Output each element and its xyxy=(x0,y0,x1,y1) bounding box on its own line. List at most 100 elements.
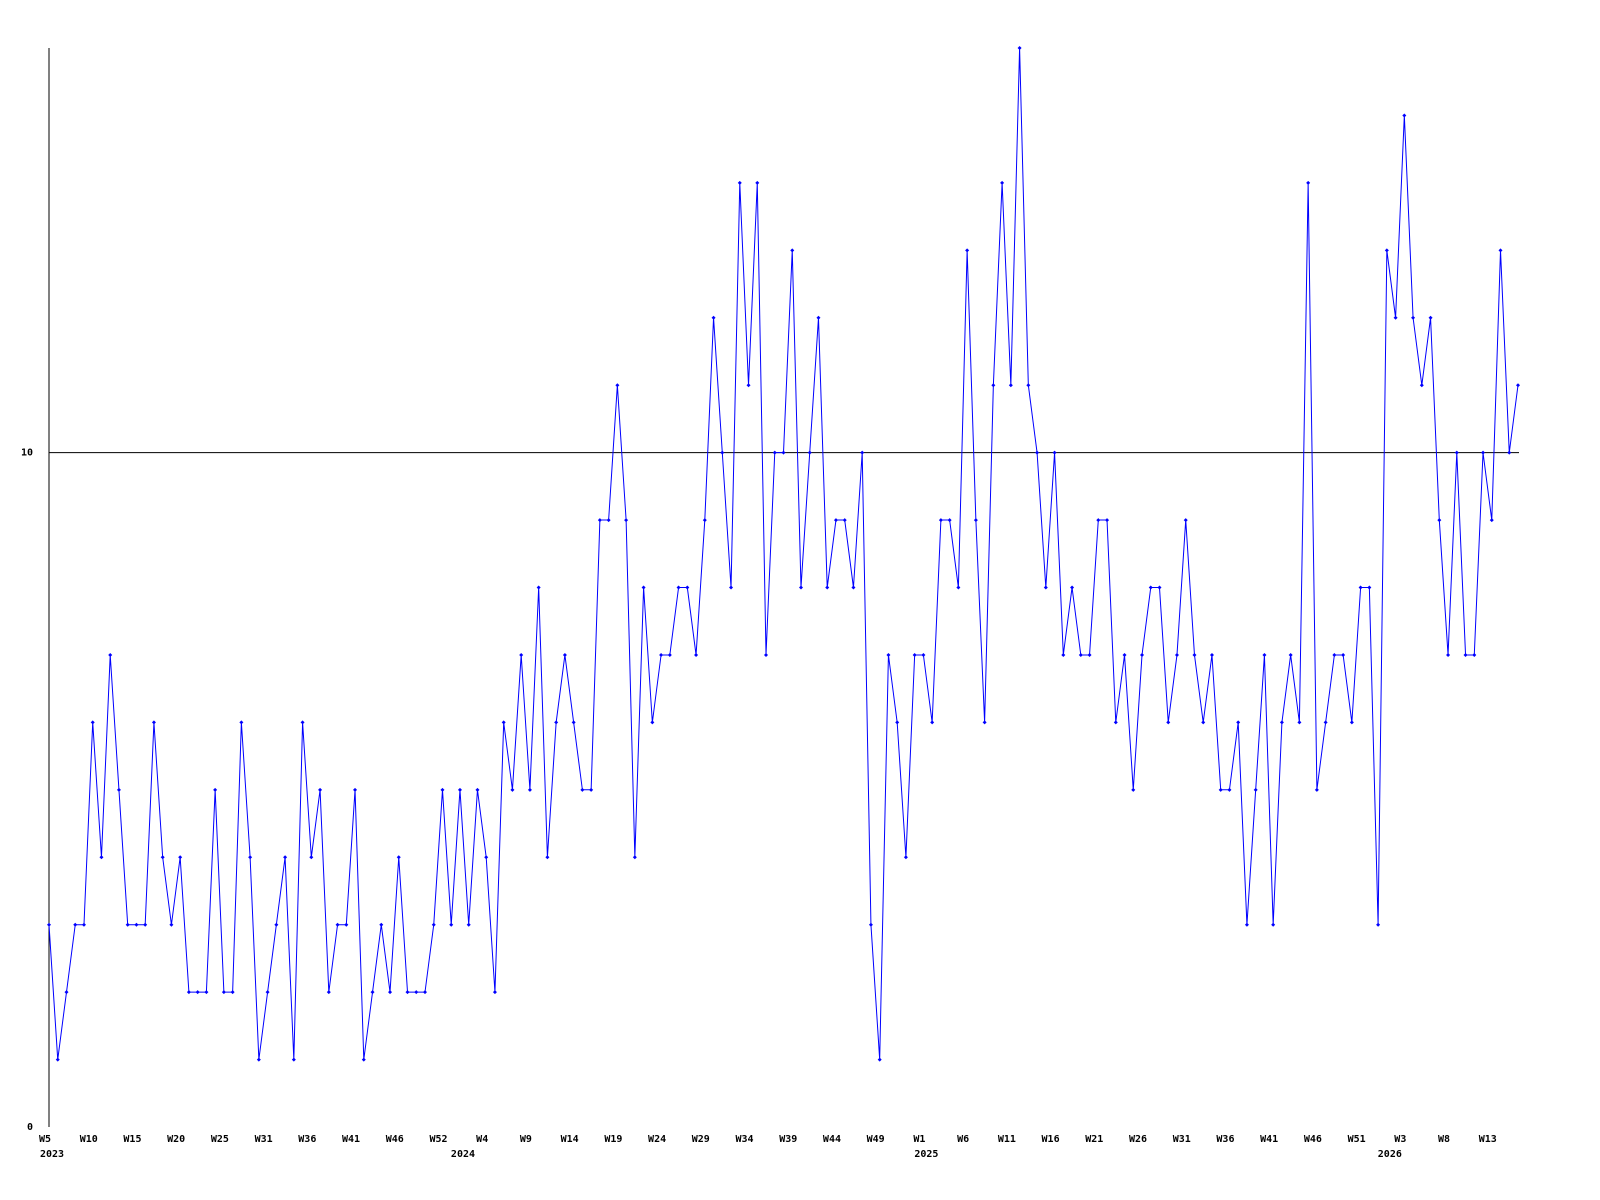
data-point xyxy=(1437,518,1442,523)
data-point xyxy=(746,383,751,388)
data-point xyxy=(1332,652,1337,657)
data-point xyxy=(1262,652,1267,657)
data-point xyxy=(1017,46,1022,50)
data-point xyxy=(1157,585,1162,590)
data-point xyxy=(73,922,78,927)
data-point xyxy=(702,518,707,523)
data-point xyxy=(1148,585,1153,590)
data-point xyxy=(1507,450,1512,455)
data-point xyxy=(676,585,681,590)
x-tick-label: W44 xyxy=(823,1134,841,1145)
data-point xyxy=(1070,585,1075,590)
data-point xyxy=(344,922,349,927)
data-point xyxy=(1218,787,1223,792)
data-point xyxy=(965,248,970,253)
data-point xyxy=(798,585,803,590)
data-point xyxy=(396,855,401,860)
data-point xyxy=(1314,787,1319,792)
x-tick-label: W51 xyxy=(1348,1134,1366,1145)
data-point xyxy=(589,787,594,792)
data-point xyxy=(405,990,410,995)
data-point xyxy=(1113,720,1118,725)
data-point xyxy=(422,990,427,995)
data-point xyxy=(1201,720,1206,725)
year-label: 2023 xyxy=(40,1149,64,1160)
data-point xyxy=(248,855,253,860)
data-point xyxy=(519,652,524,657)
x-tick-label: W25 xyxy=(211,1134,229,1145)
data-point xyxy=(667,652,672,657)
x-tick-label: W5 xyxy=(39,1134,51,1145)
data-point xyxy=(492,990,497,995)
data-point xyxy=(755,180,760,185)
x-tick-label: W29 xyxy=(692,1134,710,1145)
data-point xyxy=(1297,720,1302,725)
data-point xyxy=(956,585,961,590)
data-point xyxy=(685,585,690,590)
data-point xyxy=(361,1057,366,1062)
data-point xyxy=(1446,652,1451,657)
data-point xyxy=(283,855,288,860)
data-point xyxy=(1419,383,1424,388)
data-point xyxy=(1341,652,1346,657)
x-tick-label: W10 xyxy=(80,1134,98,1145)
data-point xyxy=(388,990,393,995)
data-point xyxy=(449,922,454,927)
data-point xyxy=(81,922,86,927)
data-point xyxy=(213,787,218,792)
data-point xyxy=(1096,518,1101,523)
data-point xyxy=(440,787,445,792)
data-point xyxy=(991,383,996,388)
x-tick-label: W11 xyxy=(998,1134,1016,1145)
data-point xyxy=(353,787,358,792)
data-point xyxy=(370,990,375,995)
data-point xyxy=(1131,787,1136,792)
data-point xyxy=(457,787,462,792)
data-point xyxy=(1384,248,1389,253)
data-point xyxy=(134,922,139,927)
data-point xyxy=(1052,450,1057,455)
year-label: 2024 xyxy=(451,1149,475,1160)
x-tick-label: W13 xyxy=(1479,1134,1497,1145)
data-point xyxy=(1043,585,1048,590)
x-tick-label: W46 xyxy=(1304,1134,1322,1145)
data-point xyxy=(90,720,95,725)
data-point xyxy=(615,383,620,388)
data-point xyxy=(912,652,917,657)
data-point xyxy=(527,787,532,792)
data-point xyxy=(641,585,646,590)
data-point xyxy=(335,922,340,927)
data-point xyxy=(501,720,506,725)
data-point xyxy=(580,787,585,792)
x-tick-label: W52 xyxy=(429,1134,447,1145)
x-tick-label: W8 xyxy=(1438,1134,1450,1145)
data-point xyxy=(1288,652,1293,657)
data-point xyxy=(1166,720,1171,725)
data-point xyxy=(169,922,174,927)
data-point xyxy=(790,248,795,253)
data-point xyxy=(571,720,576,725)
x-tick-label: W20 xyxy=(167,1134,185,1145)
data-point xyxy=(729,585,734,590)
data-point xyxy=(921,652,926,657)
data-point xyxy=(720,450,725,455)
data-point xyxy=(659,652,664,657)
data-point xyxy=(379,922,384,927)
data-point xyxy=(116,787,121,792)
x-tick-label: W15 xyxy=(123,1134,141,1145)
data-point xyxy=(186,990,191,995)
data-point xyxy=(230,990,235,995)
x-tick-label: W36 xyxy=(1216,1134,1234,1145)
data-point xyxy=(1323,720,1328,725)
data-point xyxy=(833,518,838,523)
data-point xyxy=(47,922,51,927)
x-tick-label: W24 xyxy=(648,1134,666,1145)
data-point xyxy=(414,990,419,995)
x-tick-label: W6 xyxy=(957,1134,969,1145)
data-point xyxy=(1209,652,1214,657)
data-point xyxy=(195,990,200,995)
data-point xyxy=(274,922,279,927)
data-line xyxy=(48,47,1519,1060)
